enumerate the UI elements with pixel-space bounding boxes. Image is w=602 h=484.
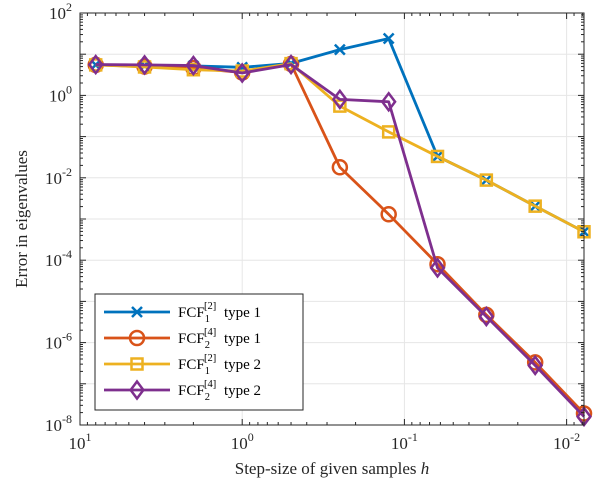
series-line-4 [95, 63, 586, 418]
legend-marker-4 [129, 379, 145, 401]
y-tick-label-5: 10-8 [45, 412, 72, 435]
x-axis-label: Step-size of given samples h [235, 459, 430, 478]
data-point-s4-4 [283, 53, 299, 76]
data-point-s4-6 [380, 91, 397, 113]
data-point-s1-6 [382, 32, 395, 45]
data-point-s4-7 [429, 257, 446, 279]
legend-marker-1 [131, 306, 143, 318]
y-tick-label-3: 10-4 [45, 247, 72, 270]
series-4 [87, 53, 592, 428]
data-point-s2-7 [429, 255, 446, 273]
y-tick-label-4: 10-6 [45, 330, 72, 353]
series-layer [87, 32, 593, 428]
x-tick-label-2: 10-1 [391, 430, 418, 453]
data-point-s4-1 [136, 54, 153, 76]
y-tick-label-0: 102 [49, 0, 72, 23]
data-point-s3-6 [381, 125, 396, 139]
data-point-s3-9 [528, 199, 542, 213]
legend-label-4: FCF2[4] type 2 [178, 379, 261, 403]
legend-marker-3 [130, 357, 144, 371]
data-point-s4-9 [527, 354, 544, 376]
legend-label-2: FCF2[4] type 1 [178, 327, 261, 351]
data-point-s4-2 [185, 54, 202, 77]
data-point-s4-5 [331, 88, 348, 110]
legend-label-3: FCF1[2] type 2 [178, 353, 261, 377]
legend-label-1: FCF1[2] type 1 [178, 301, 261, 325]
x-tick-label-1: 100 [231, 430, 254, 453]
axes-frame [79, 12, 585, 426]
legend-marker-2 [128, 329, 146, 347]
y-tick-label-2: 10-2 [45, 165, 72, 188]
x-tick-label-3: 10-2 [553, 430, 580, 453]
y-tick-label-1: 100 [49, 82, 72, 105]
data-point-s4-3 [234, 62, 251, 84]
legend-entry-3: FCF1[2] type 2 [104, 353, 261, 377]
data-point-s2-6 [380, 206, 397, 223]
data-point-s3-7 [430, 149, 445, 164]
legend-entry-2: FCF2[4] type 1 [104, 327, 261, 351]
data-point-s1-5 [333, 43, 346, 56]
x-tick-label-0: 101 [69, 430, 92, 453]
data-point-s3-8 [479, 173, 494, 187]
data-point-s4-8 [478, 305, 495, 328]
data-point-s2-5 [331, 159, 349, 176]
legend-entry-1: FCF1[2] type 1 [104, 301, 261, 325]
legend-entry-4: FCF2[4] type 2 [104, 379, 261, 403]
y-axis-label: Error in eigenvalues [12, 150, 31, 288]
series-3 [88, 56, 591, 239]
tick-labels: 101 100 10-1 10-2 102 100 10-2 10-4 10-6 10-8 [45, 0, 580, 453]
data-point-s4-0 [87, 53, 104, 76]
